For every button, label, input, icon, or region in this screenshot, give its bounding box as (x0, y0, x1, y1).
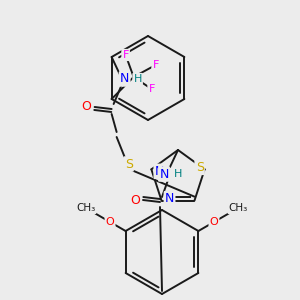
Text: H: H (174, 169, 182, 179)
Text: F: F (122, 50, 129, 60)
Text: F: F (148, 84, 155, 94)
Text: N: N (155, 165, 164, 178)
Text: F: F (152, 60, 159, 70)
Text: H: H (134, 74, 142, 84)
Text: CH₃: CH₃ (229, 203, 248, 213)
Text: O: O (82, 100, 92, 113)
Text: N: N (159, 167, 169, 181)
Text: N: N (120, 73, 129, 85)
Text: S: S (124, 158, 133, 170)
Text: N: N (165, 192, 174, 205)
Text: O: O (210, 217, 218, 227)
Text: O: O (130, 194, 140, 206)
Text: CH₃: CH₃ (76, 203, 95, 213)
Text: O: O (106, 217, 114, 227)
Text: S: S (196, 161, 204, 174)
